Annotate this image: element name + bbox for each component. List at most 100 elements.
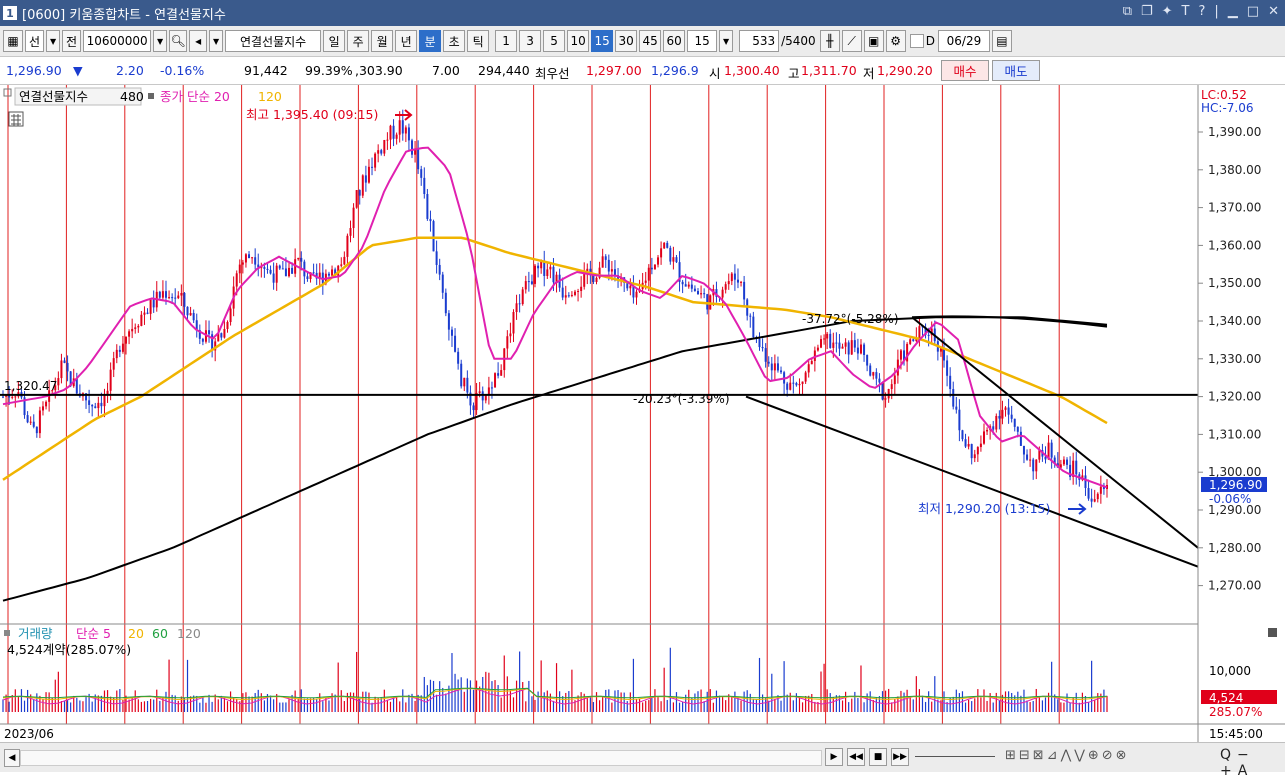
candle-body <box>650 267 653 270</box>
help-icon[interactable]: ? <box>1198 4 1206 19</box>
candle-body <box>952 389 955 407</box>
panel-collapse-icon[interactable] <box>1268 628 1277 637</box>
candle-body <box>226 322 229 329</box>
interval-tab[interactable]: 3 <box>519 30 542 52</box>
font-icon[interactable]: T <box>1181 4 1190 19</box>
close-icon[interactable]: ✕ <box>1268 4 1279 19</box>
interval-dropdown-icon[interactable]: ▼ <box>719 30 734 52</box>
scrollbar[interactable] <box>20 750 822 766</box>
buy-button[interactable]: 매수 <box>941 60 989 81</box>
tile-icon[interactable]: ❐ <box>1140 4 1153 19</box>
candle-body <box>444 292 447 314</box>
interval-tab[interactable]: 5 <box>543 30 566 52</box>
candle-body <box>244 254 247 263</box>
interval-input[interactable]: 15 <box>687 30 718 52</box>
price-chart[interactable]: 연결선물지수 480 종가 단순 20 120 최고 1,395.40 (09:… <box>0 85 1285 742</box>
candle-body <box>180 292 183 296</box>
period-tab[interactable]: 월 <box>371 30 394 52</box>
candle-body <box>128 331 131 337</box>
candle-body <box>435 251 438 265</box>
next-icon[interactable]: ▶ <box>825 748 843 766</box>
candle-body <box>1035 459 1038 472</box>
minimize-icon[interactable]: ▁ <box>1227 4 1238 19</box>
window-title: [0600] 키움종합차트 - 연결선물지수 <box>22 7 226 23</box>
gear-icon[interactable]: ⚙ <box>885 30 906 52</box>
candle-body <box>306 276 309 279</box>
candle-body <box>534 265 537 284</box>
fast-forward-icon[interactable]: ▶▶ <box>891 748 909 766</box>
candle-body <box>152 298 155 308</box>
scroll-left-icon[interactable]: ◀ <box>4 749 20 767</box>
period-tab[interactable]: 일 <box>323 30 346 52</box>
y-tick-label: 1,360.00 <box>1208 238 1261 252</box>
line-tool-icon[interactable]: ⟋ <box>841 30 862 52</box>
sell-button[interactable]: 매도 <box>992 60 1040 81</box>
candle-body <box>364 175 367 183</box>
interval-tab[interactable]: 60 <box>663 30 686 52</box>
candle-body <box>60 360 63 379</box>
interval-tab[interactable]: 30 <box>615 30 638 52</box>
candle-body <box>1050 442 1053 458</box>
candle-body <box>816 347 819 351</box>
y-tick-label: 1,270.00 <box>1208 579 1261 593</box>
save-icon[interactable]: ▣ <box>863 30 884 52</box>
count-input[interactable]: 533 <box>739 30 780 52</box>
candle-body <box>1096 493 1099 500</box>
candle-body <box>303 261 306 277</box>
candle-body <box>823 338 826 340</box>
maximize-icon[interactable]: □ <box>1246 4 1260 19</box>
candle-body <box>208 330 211 335</box>
drawing-tools-icons[interactable]: ⊞⊟⊠⊿⋀⋁⊕⊘⊗ <box>1005 748 1130 763</box>
zoom-controls[interactable]: Q−+A <box>1220 747 1255 779</box>
code-dropdown-icon[interactable]: ▼ <box>153 30 168 52</box>
candle-body <box>706 294 709 310</box>
candle-body <box>121 343 124 352</box>
stop-icon[interactable]: ■ <box>869 748 887 766</box>
candle-body <box>494 373 497 388</box>
interval-tab[interactable]: 10 <box>567 30 590 52</box>
prev-dropdown-icon[interactable]: ▼ <box>209 30 224 52</box>
candle-body <box>254 257 257 265</box>
candle-body <box>220 333 223 338</box>
date-input[interactable]: 06/29 <box>937 30 990 52</box>
candle-body <box>300 257 303 262</box>
interval-tab[interactable]: 1 <box>495 30 518 52</box>
period-tab[interactable]: 틱 <box>467 30 490 52</box>
candle-body <box>961 430 964 440</box>
candle-body <box>724 284 727 290</box>
candle-icon[interactable]: ╫ <box>819 30 840 52</box>
restore-icon[interactable]: ⧉ <box>1122 4 1132 19</box>
candle-body <box>475 392 478 411</box>
candle-body <box>318 272 321 279</box>
type-select[interactable]: 선 <box>25 30 45 52</box>
price-tag <box>1201 477 1267 492</box>
open-interest: 294,440 <box>478 63 530 78</box>
period-tab[interactable]: 초 <box>443 30 466 52</box>
interval-tab[interactable]: 15 <box>591 30 614 52</box>
interval-tab[interactable]: 45 <box>639 30 662 52</box>
instrument-name[interactable]: 연결선물지수 <box>225 30 322 52</box>
search-icon[interactable]: 🔍︎ <box>169 30 188 52</box>
period-tab[interactable]: 주 <box>347 30 370 52</box>
prev-icon[interactable]: ◂ <box>189 30 208 52</box>
candle-body <box>278 265 281 269</box>
window-controls: ⧉ ❐ ✦ T ? | ▁ □ ✕ <box>1123 4 1279 19</box>
candle-body <box>601 256 604 268</box>
calendar-icon[interactable]: ▤ <box>991 30 1012 52</box>
period-tab[interactable]: 년 <box>395 30 418 52</box>
candle-body <box>992 426 995 430</box>
candle-body <box>838 342 841 349</box>
candle-body <box>1075 460 1078 475</box>
pin-icon[interactable]: ✦ <box>1161 4 1173 19</box>
candle-body <box>693 288 696 292</box>
period-tab[interactable]: 분 <box>419 30 442 52</box>
code-input[interactable]: 10600000 <box>83 30 152 52</box>
zoom-slider[interactable] <box>915 756 995 757</box>
period-label[interactable]: 전 <box>62 30 82 52</box>
open-label: 시 <box>709 66 721 81</box>
rewind-icon[interactable]: ◀◀ <box>847 748 865 766</box>
d-checkbox[interactable] <box>909 34 924 48</box>
chevron-down-icon[interactable]: ▼ <box>46 30 61 52</box>
layout-icon[interactable]: ▦ <box>3 30 23 52</box>
candle-body <box>260 267 263 269</box>
